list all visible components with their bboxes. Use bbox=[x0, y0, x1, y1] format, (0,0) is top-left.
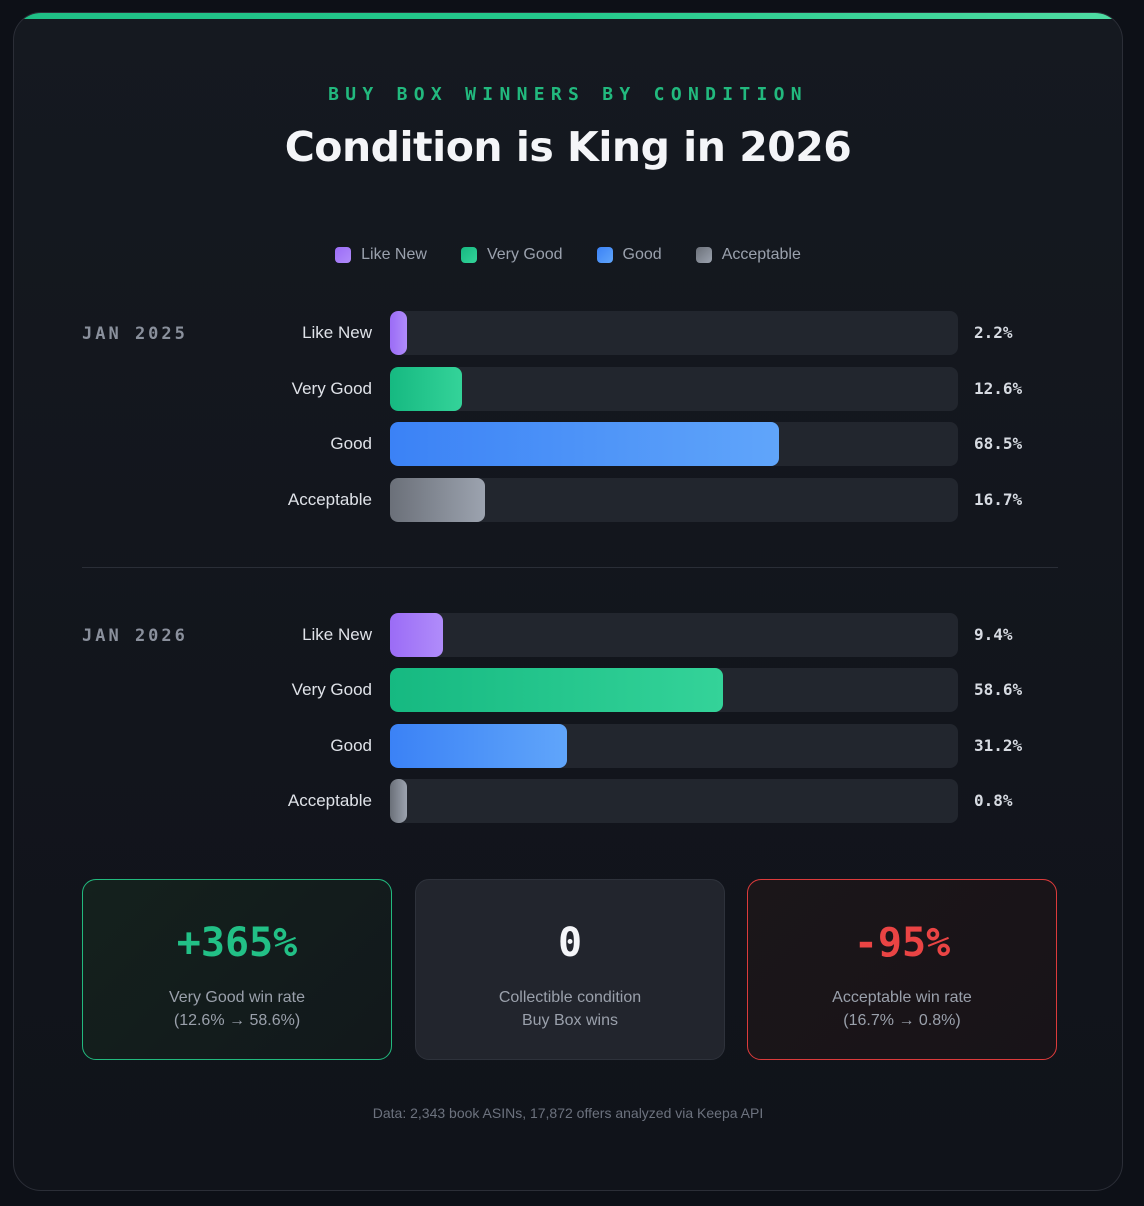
legend-item-acceptable: Acceptable bbox=[695, 246, 801, 264]
group-year-label: JAN 2025 bbox=[82, 324, 188, 344]
bar-row: Very Good 58.6% bbox=[14, 668, 1122, 712]
stat-description: Acceptable win rate (16.7% → 0.8%) bbox=[748, 986, 1056, 1032]
bar-row: Good 68.5% bbox=[14, 422, 1122, 466]
chart-title: Condition is King in 2026 bbox=[284, 123, 852, 171]
accent-top-bar bbox=[14, 13, 1122, 19]
bar-track bbox=[390, 724, 958, 768]
legend-item-like-new: Like New bbox=[335, 246, 427, 264]
bar-track bbox=[390, 478, 958, 522]
stat-card-collectible: 0 Collectible condition Buy Box wins bbox=[415, 879, 725, 1060]
bar-value-label: 31.2% bbox=[974, 736, 1023, 755]
stat-value: 0 bbox=[557, 920, 583, 966]
bar-value-label: 12.6% bbox=[974, 379, 1023, 398]
bar-category-label: Like New bbox=[302, 323, 372, 342]
bar-value-label: 16.7% bbox=[974, 490, 1023, 509]
bar-fill-acceptable bbox=[390, 779, 407, 823]
bar-fill-very-good bbox=[390, 367, 462, 411]
chart-card: BUY BOX WINNERS BY CONDITION Condition i… bbox=[13, 12, 1123, 1191]
bar-fill-good bbox=[390, 724, 568, 768]
bar-fill-acceptable bbox=[390, 478, 485, 522]
bar-fill-very-good bbox=[390, 668, 723, 712]
legend-label: Acceptable bbox=[721, 246, 801, 263]
bar-track bbox=[390, 613, 958, 657]
group-year-label: JAN 2026 bbox=[82, 626, 188, 646]
data-source-footnote: Data: 2,343 book ASINs, 17,872 offers an… bbox=[372, 1105, 764, 1121]
stat-value: +365% bbox=[176, 920, 298, 966]
stat-desc-line: (16.7% → 0.8%) bbox=[843, 1012, 961, 1029]
bar-row: Like New 2.2% bbox=[14, 311, 1122, 355]
bar-category-label: Acceptable bbox=[287, 490, 372, 509]
bar-category-label: Acceptable bbox=[287, 791, 372, 810]
bar-row: Acceptable 0.8% bbox=[14, 779, 1122, 823]
legend-swatch-like-new bbox=[335, 247, 352, 263]
bar-fill-like-new bbox=[390, 613, 444, 657]
legend-label: Very Good bbox=[486, 246, 563, 263]
bar-track bbox=[390, 779, 958, 823]
bar-category-label: Like New bbox=[302, 625, 372, 644]
stat-desc-line: Very Good win rate bbox=[168, 989, 306, 1006]
bar-value-label: 68.5% bbox=[974, 434, 1023, 453]
stat-card-acceptable: -95% Acceptable win rate (16.7% → 0.8%) bbox=[747, 879, 1057, 1060]
bar-category-label: Good bbox=[330, 736, 372, 755]
stat-cards: +365% Very Good win rate (12.6% → 58.6%)… bbox=[82, 879, 1058, 1060]
legend-swatch-acceptable bbox=[695, 247, 712, 263]
stat-desc-line: (12.6% → 58.6%) bbox=[173, 1012, 301, 1029]
stat-desc-line: Collectible condition bbox=[498, 989, 642, 1006]
bar-track bbox=[390, 668, 958, 712]
bar-fill-good bbox=[390, 422, 780, 466]
legend-swatch-very-good bbox=[460, 247, 477, 263]
bar-fill-like-new bbox=[390, 311, 407, 355]
bar-row: Good 31.2% bbox=[14, 724, 1122, 768]
bar-track bbox=[390, 311, 958, 355]
bar-value-label: 0.8% bbox=[974, 791, 1013, 810]
stat-description: Collectible condition Buy Box wins bbox=[416, 986, 724, 1032]
group-divider bbox=[82, 567, 1058, 568]
stat-value: -95% bbox=[853, 920, 951, 966]
stat-description: Very Good win rate (12.6% → 58.6%) bbox=[83, 986, 391, 1032]
legend-item-very-good: Very Good bbox=[460, 246, 563, 264]
bar-value-label: 2.2% bbox=[974, 323, 1013, 342]
stat-card-very-good: +365% Very Good win rate (12.6% → 58.6%) bbox=[82, 879, 392, 1060]
legend-item-good: Good bbox=[596, 246, 662, 264]
legend-label: Like New bbox=[361, 246, 427, 263]
bar-track bbox=[390, 367, 958, 411]
bar-value-label: 58.6% bbox=[974, 680, 1023, 699]
bar-category-label: Good bbox=[330, 434, 372, 453]
bar-row: Acceptable 16.7% bbox=[14, 478, 1122, 522]
bar-track bbox=[390, 422, 958, 466]
legend-label: Good bbox=[622, 246, 662, 263]
legend: Like New Very Good Good Acceptable bbox=[14, 246, 1122, 264]
bar-row: Very Good 12.6% bbox=[14, 367, 1122, 411]
eyebrow-label: BUY BOX WINNERS BY CONDITION bbox=[328, 84, 808, 105]
bar-row: Like New 9.4% bbox=[14, 613, 1122, 657]
legend-swatch-good bbox=[596, 247, 613, 263]
bar-value-label: 9.4% bbox=[974, 625, 1013, 644]
stat-desc-line: Buy Box wins bbox=[521, 1012, 619, 1029]
stat-desc-line: Acceptable win rate bbox=[832, 989, 972, 1006]
bar-category-label: Very Good bbox=[291, 680, 372, 699]
bar-category-label: Very Good bbox=[291, 379, 372, 398]
